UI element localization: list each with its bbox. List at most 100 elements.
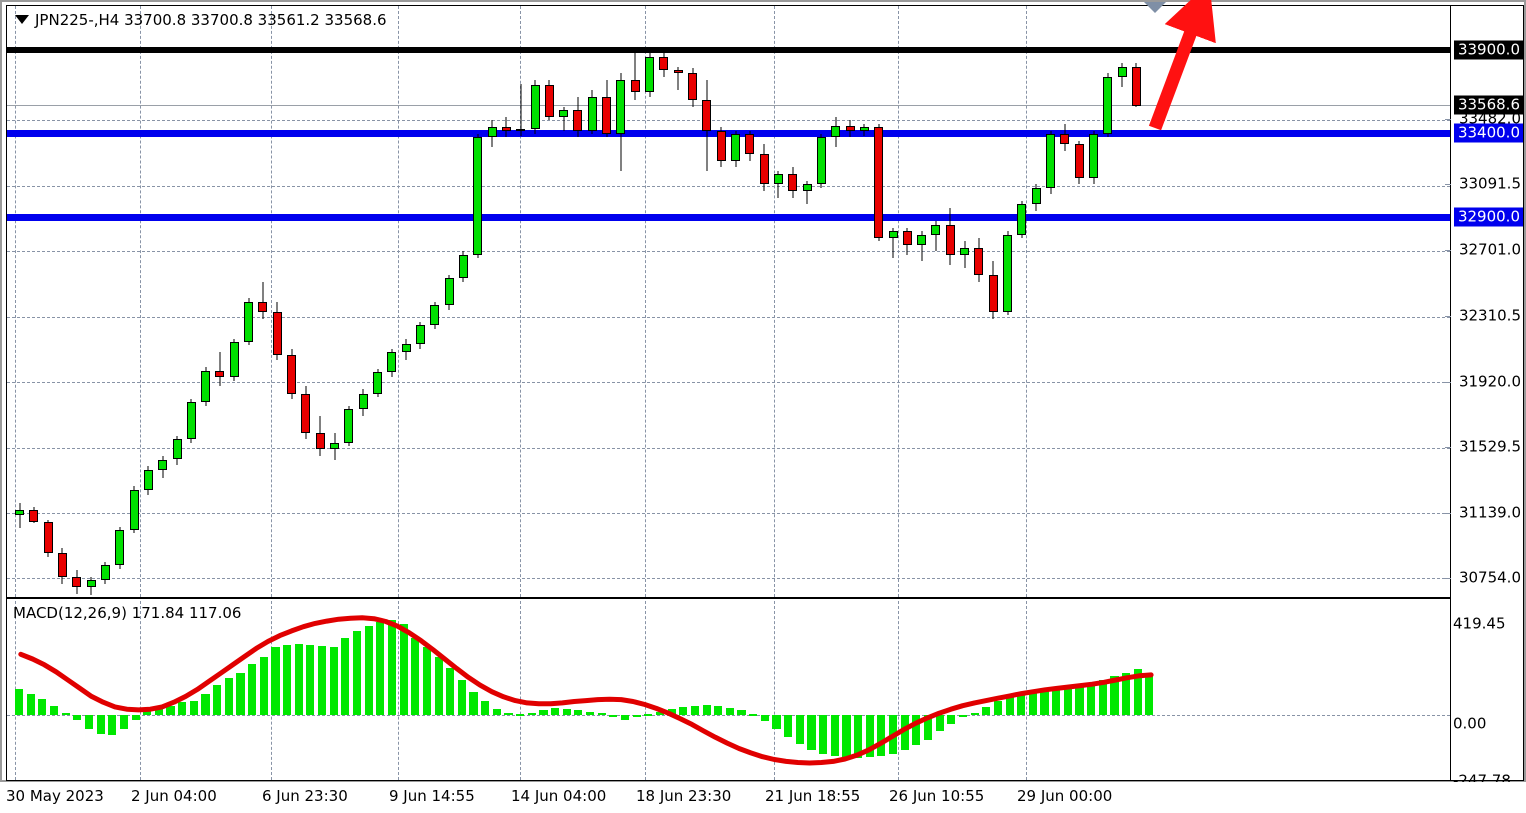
macd-bar xyxy=(434,656,443,716)
macd-bar xyxy=(131,715,140,720)
gridline-v xyxy=(520,6,521,597)
candle-body xyxy=(115,530,125,566)
candle xyxy=(587,6,597,597)
time-label: 6 Jun 23:30 xyxy=(262,787,348,805)
candle-body xyxy=(86,580,96,588)
candle xyxy=(960,6,970,597)
gridline-v xyxy=(398,6,399,597)
candle-body xyxy=(516,128,526,131)
candle-body xyxy=(831,125,841,138)
candle-body xyxy=(759,154,769,185)
macd-bar xyxy=(26,694,35,716)
macd-bar xyxy=(772,715,781,730)
chart-container: JPN225-,H4 33700.8 33700.8 33561.2 33568… xyxy=(6,5,1524,789)
time-label: 30 May 2023 xyxy=(6,787,104,805)
candle xyxy=(902,6,912,597)
macd-bar xyxy=(1087,683,1096,716)
macd-bar xyxy=(830,715,839,756)
candle xyxy=(831,6,841,597)
macd-bar xyxy=(189,701,198,716)
price-tick xyxy=(1445,316,1451,317)
candle xyxy=(616,6,626,597)
candle xyxy=(974,6,984,597)
candle-body xyxy=(143,469,153,490)
candle-body xyxy=(172,439,182,460)
candle-body xyxy=(1060,133,1070,144)
macd-bar xyxy=(993,701,1002,716)
candle xyxy=(401,6,411,597)
candle-body xyxy=(716,130,726,161)
candle xyxy=(773,6,783,597)
macd-bar xyxy=(947,715,956,725)
price-tick xyxy=(1445,513,1451,514)
level-line-33900.0 xyxy=(7,47,1450,53)
price-tick xyxy=(1445,382,1451,383)
price-scale[interactable]: 33900.0 33568.6 33482.0 33400.0 33091.5 32900… xyxy=(1445,6,1523,789)
time-label: 26 Jun 10:55 xyxy=(889,787,985,805)
candle xyxy=(244,6,254,597)
candle-body xyxy=(1131,66,1141,106)
macd-bar xyxy=(784,715,793,738)
macd-bar xyxy=(411,637,420,716)
macd-bar xyxy=(1040,689,1049,716)
price-label-33900.0: 33900.0 xyxy=(1453,40,1523,60)
candle-body xyxy=(229,342,239,378)
macd-bar xyxy=(38,698,47,716)
macd-bar xyxy=(597,712,606,716)
macd-bar xyxy=(492,709,501,716)
candle-body xyxy=(1089,133,1098,178)
triangle-down-icon[interactable] xyxy=(15,15,29,24)
macd-bar xyxy=(341,637,350,716)
macd-bar xyxy=(283,644,292,716)
candle-body xyxy=(158,459,168,470)
macd-bar xyxy=(1075,685,1084,716)
macd-bar xyxy=(469,691,478,716)
candle-body xyxy=(587,96,597,131)
candle-body xyxy=(444,278,454,306)
macd-bar xyxy=(574,710,583,716)
candle xyxy=(115,6,125,597)
candle xyxy=(15,6,24,597)
gridline-v xyxy=(898,601,899,780)
time-axis: 30 May 2023 2 Jun 04:00 6 Jun 23:30 9 Jun 1… xyxy=(0,782,1526,813)
candle xyxy=(43,6,53,597)
candle xyxy=(215,6,225,597)
candle xyxy=(258,6,268,597)
level-line-33568.6 xyxy=(7,105,1450,106)
candle-body xyxy=(129,489,139,530)
macd-bar xyxy=(737,710,746,716)
candle-wick xyxy=(19,503,20,529)
candle xyxy=(86,6,96,597)
macd-bar xyxy=(213,684,222,716)
macd-bar xyxy=(819,715,828,754)
gridline-v xyxy=(774,6,775,597)
candle-body xyxy=(358,394,368,410)
price-tick xyxy=(1445,578,1451,579)
macd-bar xyxy=(422,647,431,716)
candle-body xyxy=(559,110,569,118)
candle xyxy=(530,6,540,597)
candle-wick xyxy=(677,66,679,91)
candle xyxy=(573,6,583,597)
macd-bar xyxy=(49,705,59,716)
macd-bar xyxy=(364,626,373,716)
macd-bar xyxy=(143,710,152,716)
macd-panel[interactable]: MACD(12,26,9) 171.84 117.06 xyxy=(7,601,1450,780)
price-tick xyxy=(1445,447,1451,448)
macd-bar xyxy=(854,715,863,758)
candle xyxy=(688,6,698,597)
gridline-h xyxy=(7,578,1450,579)
candle-wick xyxy=(262,281,264,319)
macd-bar xyxy=(329,647,338,716)
candle-body xyxy=(1031,187,1041,205)
price-panel[interactable]: JPN225-,H4 33700.8 33700.8 33561.2 33568… xyxy=(7,6,1450,599)
price-label-33568.6: 33568.6 xyxy=(1453,95,1523,115)
macd-bar xyxy=(317,646,327,716)
candle xyxy=(158,6,168,597)
candle xyxy=(917,6,927,597)
macd-bar xyxy=(551,708,560,716)
price-label-33400.0: 33400.0 xyxy=(1453,123,1523,143)
macd-bar xyxy=(271,647,280,716)
macd-bar xyxy=(679,706,688,716)
gridline-h xyxy=(7,251,1450,253)
